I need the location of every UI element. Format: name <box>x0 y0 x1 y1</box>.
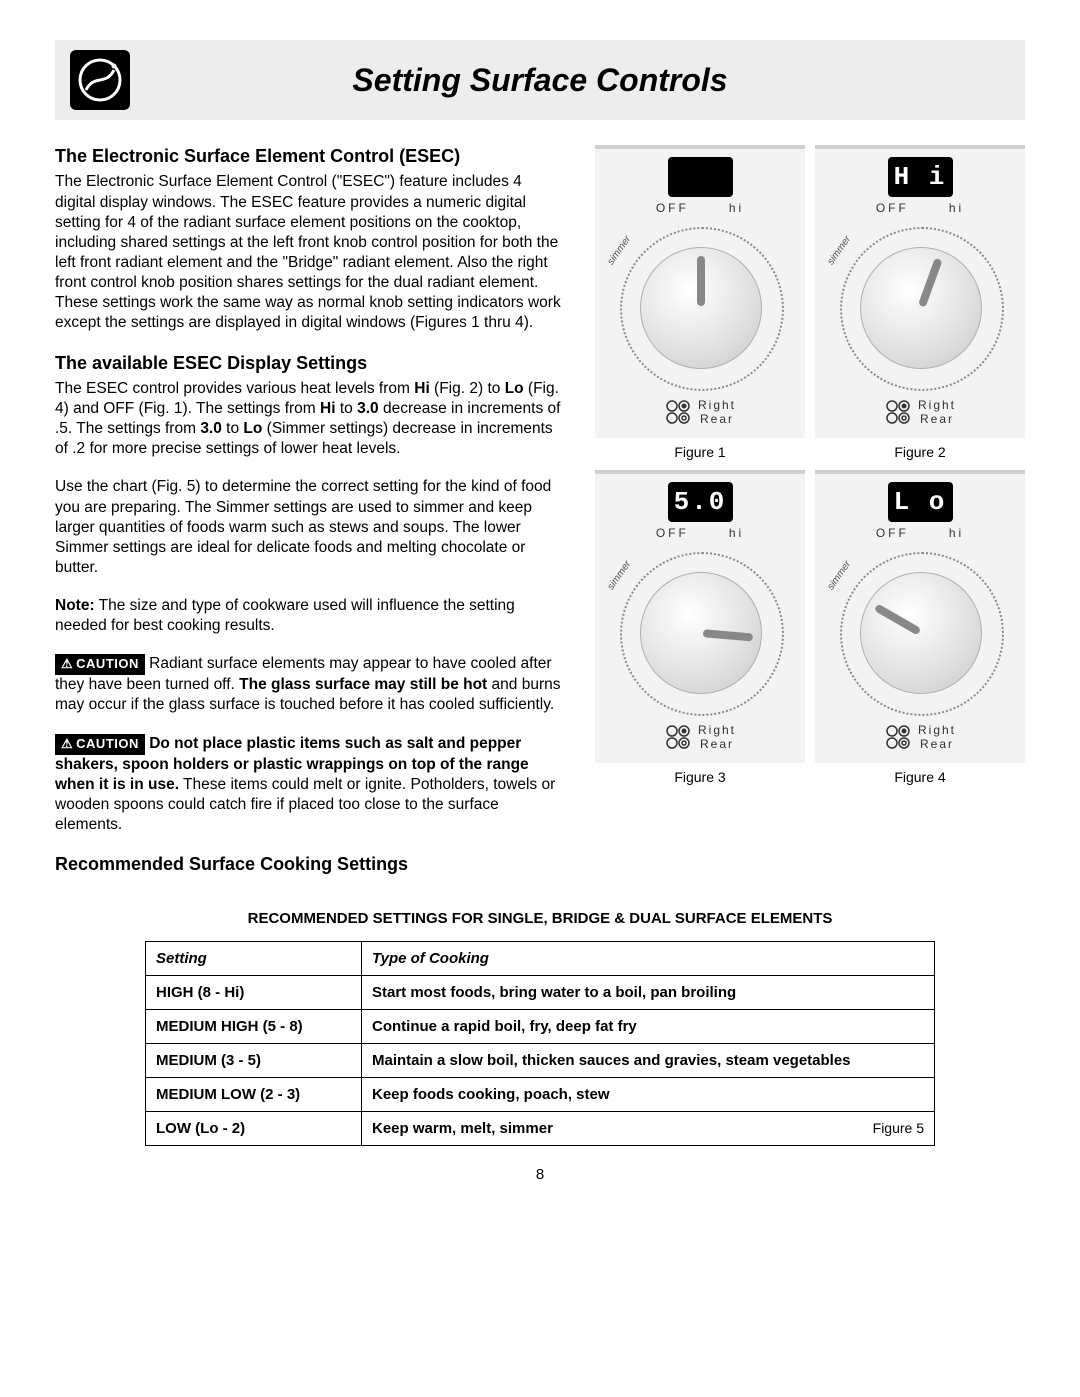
figure-4: L o OFFhi simmer RightRear Figure 4 <box>815 470 1025 785</box>
text-column: The Electronic Surface Element Control (… <box>55 145 565 880</box>
page-header: Setting Surface Controls <box>55 40 1025 120</box>
position-indicator: RightRear <box>823 723 1017 751</box>
table-row: MEDIUM HIGH (5 - 8)Continue a rapid boil… <box>146 1010 935 1044</box>
position-indicator: RightRear <box>603 398 797 426</box>
esec-body: The Electronic Surface Element Control (… <box>55 172 565 333</box>
figure-caption: Figure 3 <box>595 769 805 785</box>
position-indicator: RightRear <box>823 398 1017 426</box>
caution-2: CAUTION Do not place plastic items such … <box>55 734 565 835</box>
figure-1: OFFhi simmer RightRear Figure 1 <box>595 145 805 460</box>
figure-caption: Figure 4 <box>815 769 1025 785</box>
figure-caption: Figure 2 <box>815 444 1025 460</box>
figure-3: 5.0 OFFhi simmer RightRear Figure 3 <box>595 470 805 785</box>
caution-badge: CAUTION <box>55 654 145 675</box>
page-number: 8 <box>55 1166 1025 1183</box>
table-section: RECOMMENDED SETTINGS FOR SINGLE, BRIDGE … <box>55 910 1025 1146</box>
page-title: Setting Surface Controls <box>160 62 1010 99</box>
display-settings-p2: Use the chart (Fig. 5) to determine the … <box>55 477 565 578</box>
control-knob: simmer <box>605 542 795 717</box>
digital-display <box>668 157 733 197</box>
recommended-heading: Recommended Surface Cooking Settings <box>55 853 565 876</box>
esec-heading: The Electronic Surface Element Control (… <box>55 145 565 168</box>
caution-badge: CAUTION <box>55 734 145 755</box>
cooktop-icon <box>70 50 130 110</box>
table-title: RECOMMENDED SETTINGS FOR SINGLE, BRIDGE … <box>55 910 1025 927</box>
control-knob: simmer <box>825 217 1015 392</box>
digital-display: 5.0 <box>668 482 733 522</box>
table-row: HIGH (8 - Hi)Start most foods, bring wat… <box>146 976 935 1010</box>
digital-display: L o <box>888 482 953 522</box>
note-paragraph: Note: The size and type of cookware used… <box>55 596 565 636</box>
table-row: LOW (Lo - 2)Keep warm, melt, simmerFigur… <box>146 1112 935 1146</box>
table-row: MEDIUM (3 - 5)Maintain a slow boil, thic… <box>146 1044 935 1078</box>
figure-caption: Figure 1 <box>595 444 805 460</box>
control-knob: simmer <box>825 542 1015 717</box>
figure-2: H i OFFhi simmer RightRear Figure 2 <box>815 145 1025 460</box>
display-settings-p1: The ESEC control provides various heat l… <box>55 379 565 460</box>
caution-1: CAUTION Radiant surface elements may app… <box>55 654 565 715</box>
col-type: Type of Cooking <box>362 942 935 976</box>
settings-table: Setting Type of Cooking HIGH (8 - Hi)Sta… <box>145 941 935 1146</box>
figures-column: OFFhi simmer RightRear Figure 1 H i OFFh… <box>595 145 1025 880</box>
digital-display: H i <box>888 157 953 197</box>
position-indicator: RightRear <box>603 723 797 751</box>
display-settings-heading: The available ESEC Display Settings <box>55 352 565 375</box>
control-knob: simmer <box>605 217 795 392</box>
col-setting: Setting <box>146 942 362 976</box>
table-row: MEDIUM LOW (2 - 3)Keep foods cooking, po… <box>146 1078 935 1112</box>
